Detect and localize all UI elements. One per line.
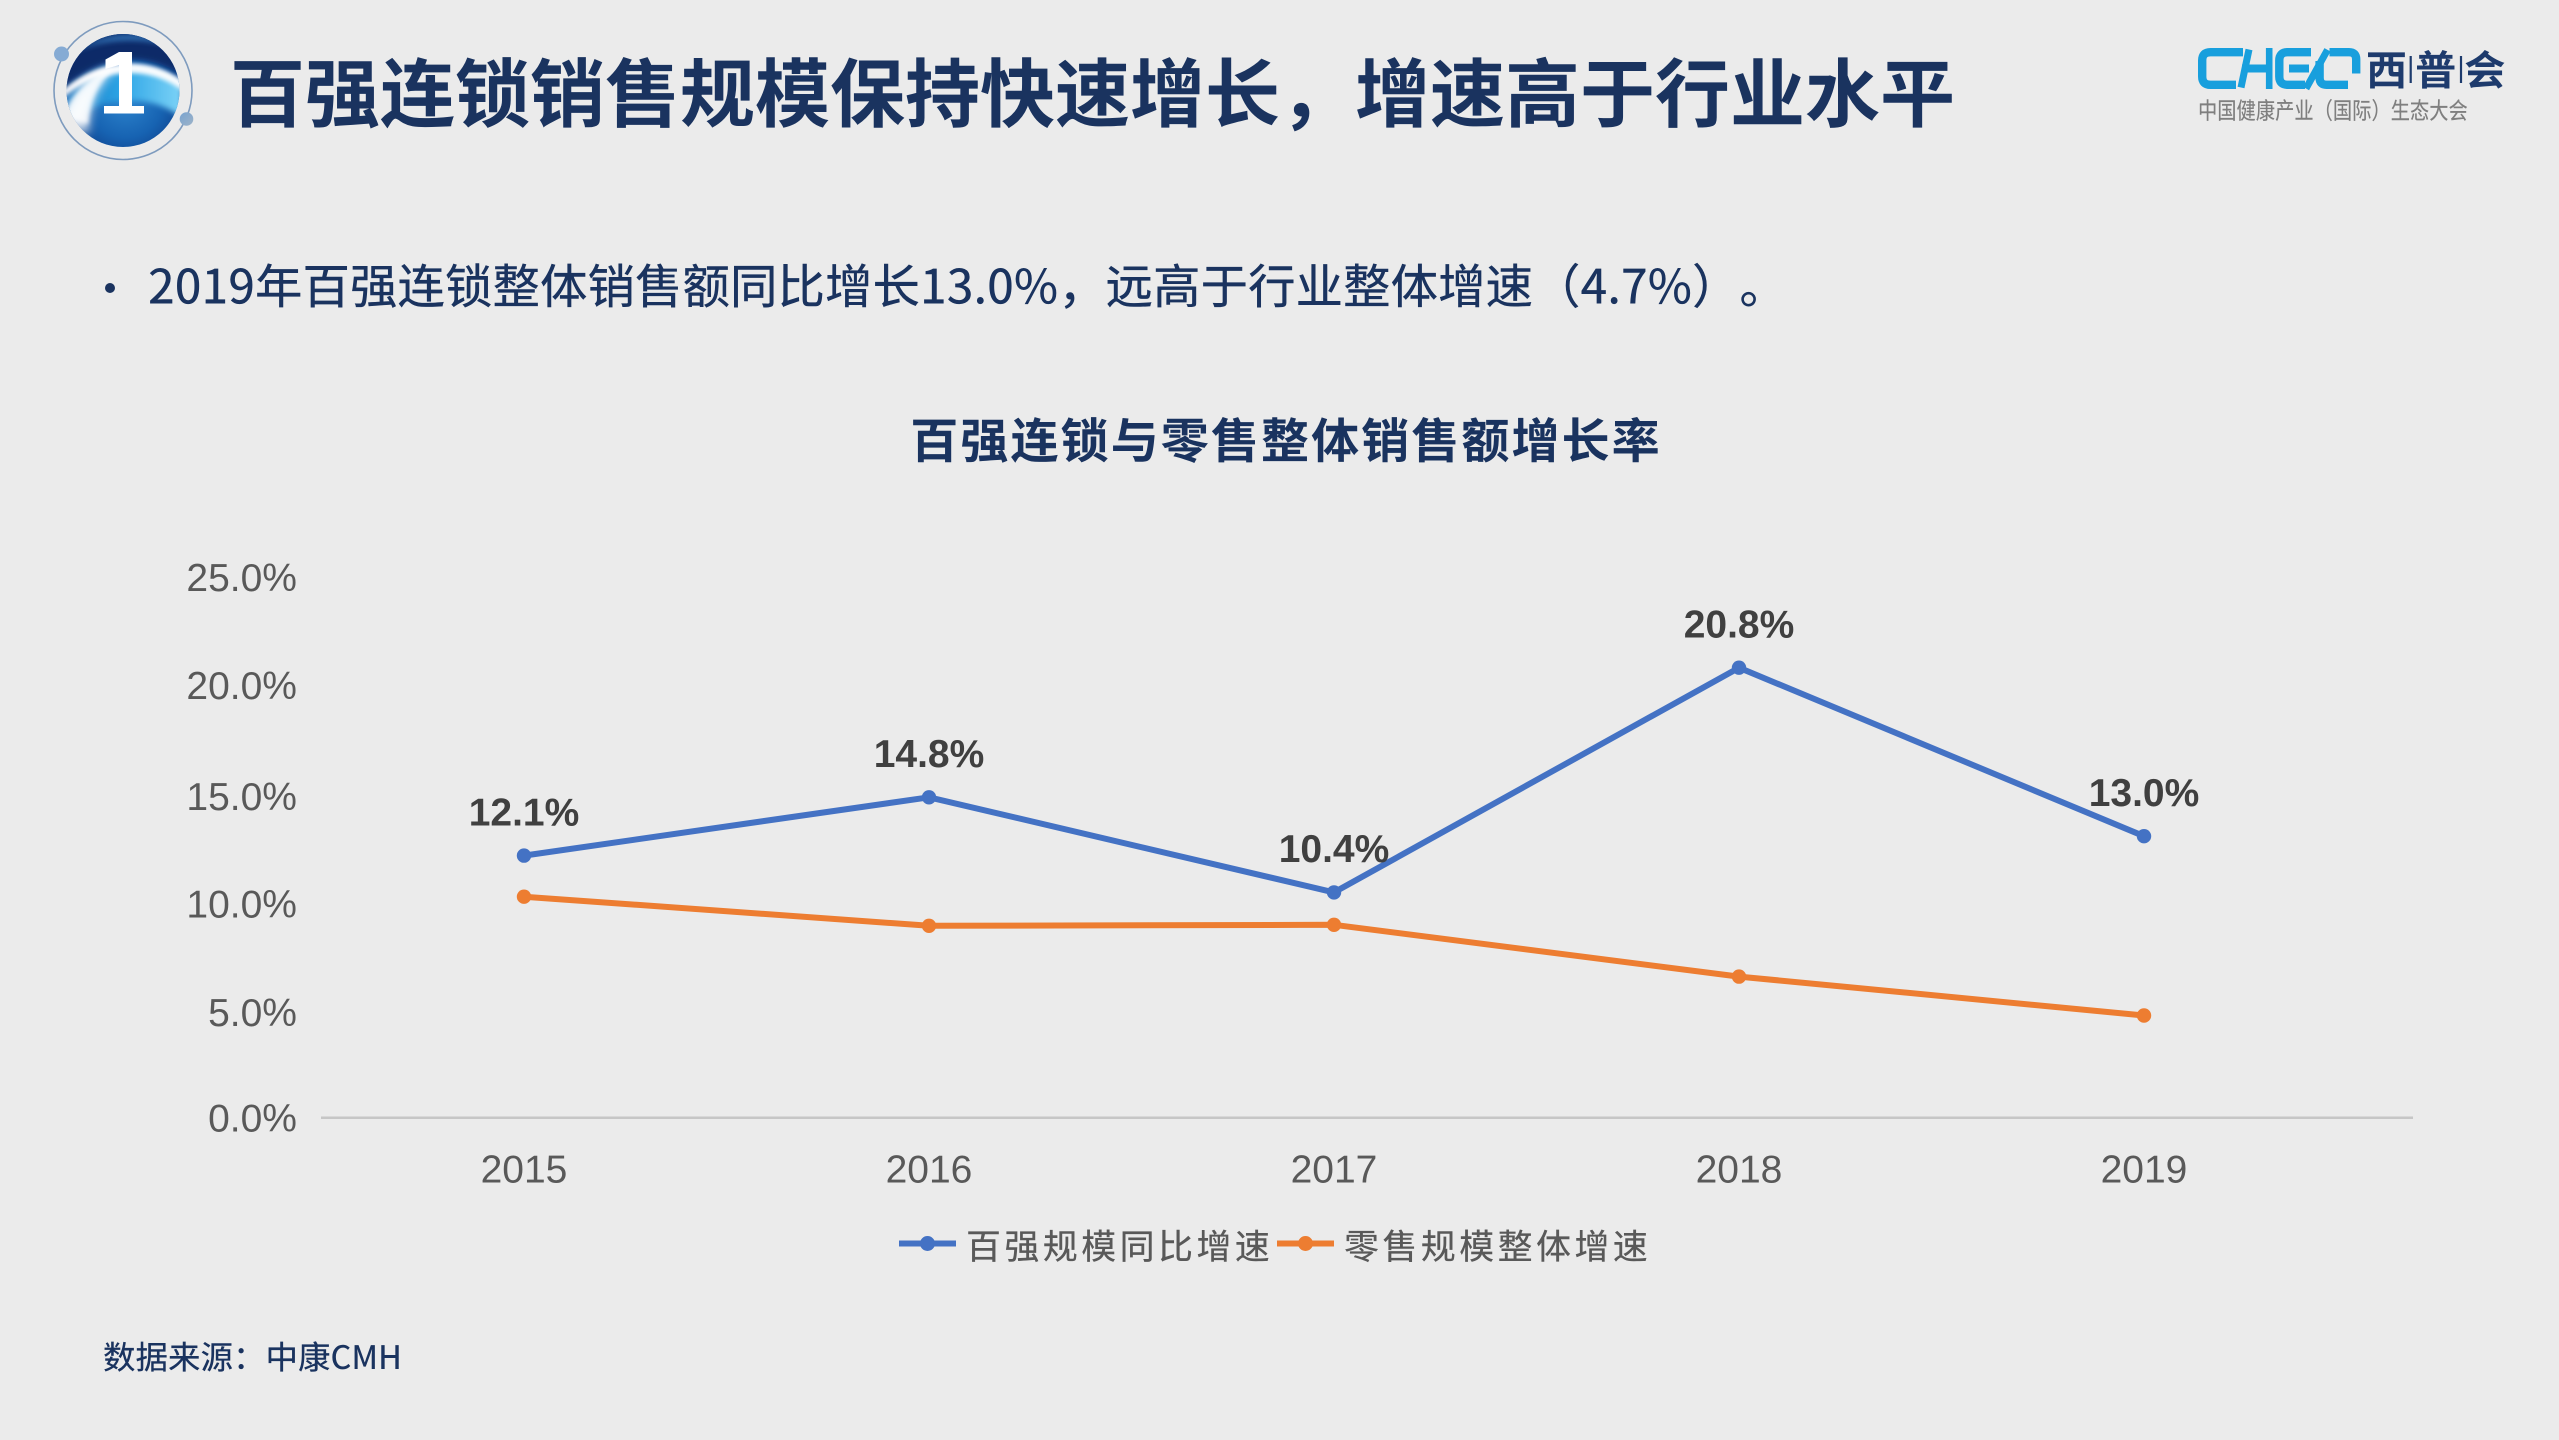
svg-text:2019: 2019	[2101, 1149, 2188, 1192]
svg-text:2016: 2016	[886, 1149, 973, 1192]
svg-text:2018: 2018	[1696, 1149, 1783, 1192]
svg-text:13.0%: 13.0%	[2089, 772, 2200, 815]
svg-text:25.0%: 25.0%	[186, 557, 297, 600]
svg-text:10.0%: 10.0%	[186, 884, 297, 927]
svg-text:14.8%: 14.8%	[874, 733, 985, 776]
svg-text:10.4%: 10.4%	[1279, 828, 1390, 871]
svg-text:5.0%: 5.0%	[208, 992, 297, 1035]
svg-text:2017: 2017	[1291, 1149, 1378, 1192]
svg-text:2015: 2015	[481, 1149, 568, 1192]
svg-text:20.8%: 20.8%	[1684, 603, 1795, 646]
svg-text:20.0%: 20.0%	[186, 665, 297, 708]
svg-text:15.0%: 15.0%	[186, 776, 297, 819]
svg-text:12.1%: 12.1%	[469, 791, 580, 834]
svg-text:0.0%: 0.0%	[208, 1098, 297, 1141]
